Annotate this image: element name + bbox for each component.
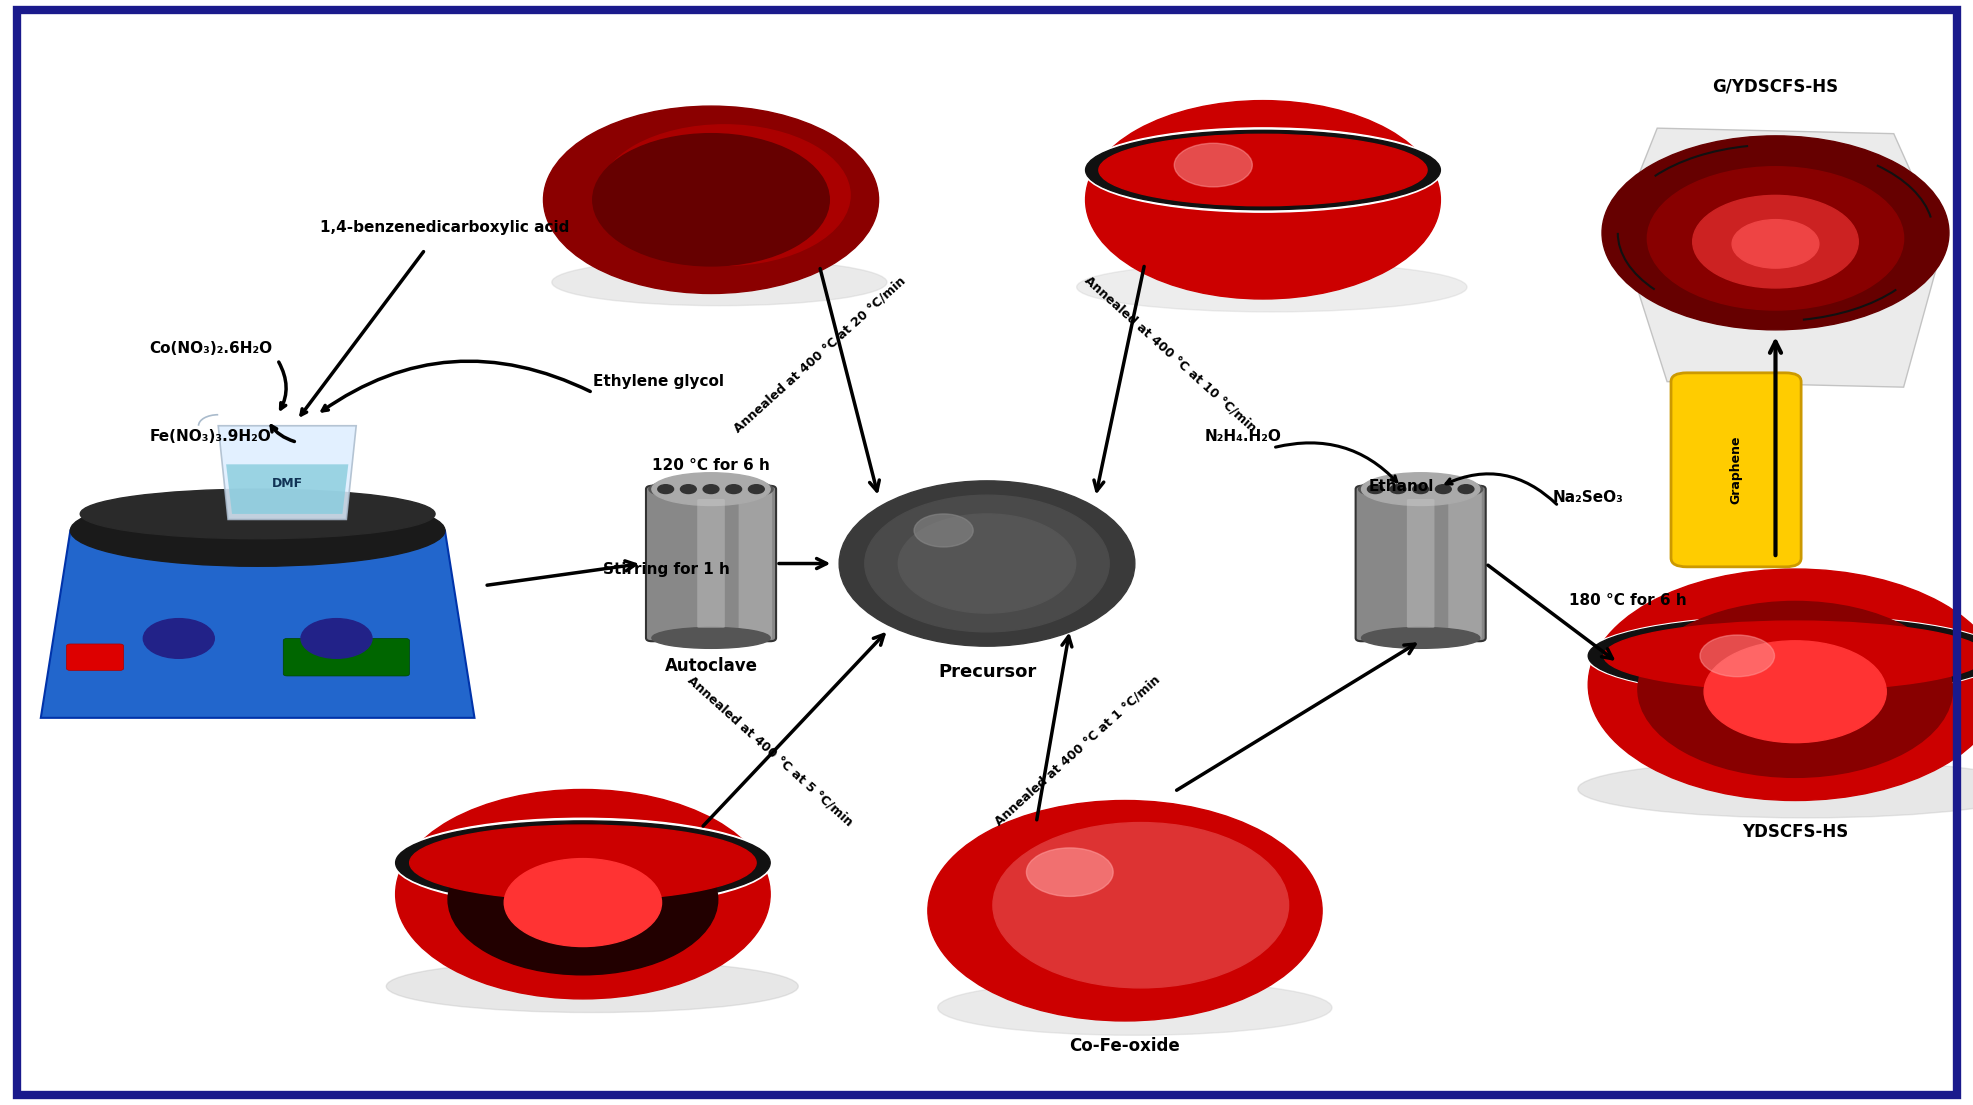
FancyBboxPatch shape (67, 644, 124, 671)
Text: Fe(NO₃)₃.9H₂O: Fe(NO₃)₃.9H₂O (150, 429, 270, 444)
FancyBboxPatch shape (1671, 372, 1799, 567)
Circle shape (1699, 635, 1774, 676)
Text: Co(NO₃)₂.6H₂O: Co(NO₃)₂.6H₂O (150, 341, 272, 356)
Circle shape (681, 485, 696, 494)
Ellipse shape (1357, 477, 1482, 501)
Ellipse shape (1576, 760, 1973, 818)
Circle shape (1085, 101, 1440, 299)
Polygon shape (219, 425, 355, 519)
Ellipse shape (395, 821, 769, 905)
Circle shape (702, 485, 718, 494)
Circle shape (1413, 485, 1428, 494)
Circle shape (864, 495, 1109, 632)
Text: G/YDSCFS-HS: G/YDSCFS-HS (1711, 77, 1837, 95)
Polygon shape (1618, 128, 1941, 387)
Circle shape (144, 619, 215, 659)
FancyBboxPatch shape (645, 486, 775, 641)
Text: YDSCFS-HS: YDSCFS-HS (1742, 822, 1847, 841)
Circle shape (927, 800, 1322, 1021)
Text: Ethanol: Ethanol (1367, 478, 1432, 494)
Ellipse shape (1361, 628, 1480, 649)
Ellipse shape (1083, 128, 1442, 212)
Circle shape (1389, 485, 1405, 494)
Text: 120 °C for 6 h: 120 °C for 6 h (651, 459, 769, 473)
Text: Annealed at 400 °C at 5 °C/min: Annealed at 400 °C at 5 °C/min (685, 673, 854, 829)
FancyBboxPatch shape (1448, 488, 1482, 639)
Ellipse shape (1099, 135, 1426, 206)
Circle shape (992, 822, 1288, 988)
Circle shape (1588, 569, 1973, 800)
Text: N₂H₄.H₂O: N₂H₄.H₂O (1204, 429, 1280, 444)
Ellipse shape (1361, 473, 1480, 505)
Circle shape (839, 481, 1134, 646)
Ellipse shape (1075, 262, 1466, 312)
Circle shape (543, 106, 878, 294)
Circle shape (592, 134, 829, 266)
Text: Stirring for 1 h: Stirring for 1 h (602, 561, 730, 577)
Circle shape (748, 485, 764, 494)
Circle shape (1174, 144, 1251, 187)
Circle shape (1638, 601, 1951, 777)
Ellipse shape (387, 960, 797, 1012)
Circle shape (1367, 485, 1383, 494)
Ellipse shape (937, 980, 1332, 1035)
Ellipse shape (71, 495, 444, 566)
Text: Graphene: Graphene (1728, 435, 1742, 504)
Circle shape (726, 485, 742, 494)
Circle shape (1602, 136, 1947, 330)
Circle shape (1458, 485, 1474, 494)
Text: 180 °C for 6 h: 180 °C for 6 h (1569, 592, 1685, 608)
Ellipse shape (1602, 621, 1973, 691)
Circle shape (448, 824, 718, 975)
Text: Ethylene glycol: Ethylene glycol (592, 375, 724, 389)
Circle shape (898, 514, 1075, 613)
Polygon shape (41, 530, 474, 718)
Text: Co-Fe-oxide: Co-Fe-oxide (1069, 1038, 1180, 1055)
Ellipse shape (393, 819, 771, 907)
Circle shape (1691, 196, 1857, 288)
Circle shape (300, 619, 371, 659)
Ellipse shape (81, 490, 434, 539)
Circle shape (657, 485, 673, 494)
Ellipse shape (1588, 617, 1973, 695)
Ellipse shape (649, 477, 773, 501)
FancyBboxPatch shape (284, 639, 408, 676)
Text: 1,4-benzenedicarboxylic acid: 1,4-benzenedicarboxylic acid (320, 220, 570, 235)
Ellipse shape (1085, 130, 1440, 210)
Circle shape (395, 789, 769, 999)
Circle shape (1703, 641, 1886, 743)
Ellipse shape (1586, 615, 1973, 696)
FancyBboxPatch shape (1407, 499, 1434, 628)
Polygon shape (227, 464, 347, 514)
Ellipse shape (651, 473, 769, 505)
Ellipse shape (651, 628, 769, 649)
Text: Annealed at 400 °C at 20 °C/min: Annealed at 400 °C at 20 °C/min (730, 274, 908, 434)
Text: DMF: DMF (272, 476, 302, 490)
Text: Autoclave: Autoclave (665, 657, 758, 675)
FancyBboxPatch shape (1355, 486, 1486, 641)
Circle shape (1647, 167, 1902, 311)
Circle shape (1026, 848, 1113, 896)
FancyBboxPatch shape (738, 488, 771, 639)
Text: Annealed at 400 °C at 1 °C/min: Annealed at 400 °C at 1 °C/min (992, 673, 1162, 829)
Circle shape (503, 859, 661, 947)
FancyBboxPatch shape (696, 499, 724, 628)
Circle shape (1434, 485, 1450, 494)
Text: Annealed at 400 °C at 10 °C/min: Annealed at 400 °C at 10 °C/min (1081, 274, 1259, 434)
Circle shape (598, 125, 850, 265)
Ellipse shape (410, 825, 756, 901)
Text: Precursor: Precursor (937, 663, 1036, 681)
Text: Na₂SeO₃: Na₂SeO₃ (1553, 490, 1624, 505)
Circle shape (1730, 220, 1817, 269)
Circle shape (913, 514, 973, 547)
Ellipse shape (552, 259, 886, 306)
